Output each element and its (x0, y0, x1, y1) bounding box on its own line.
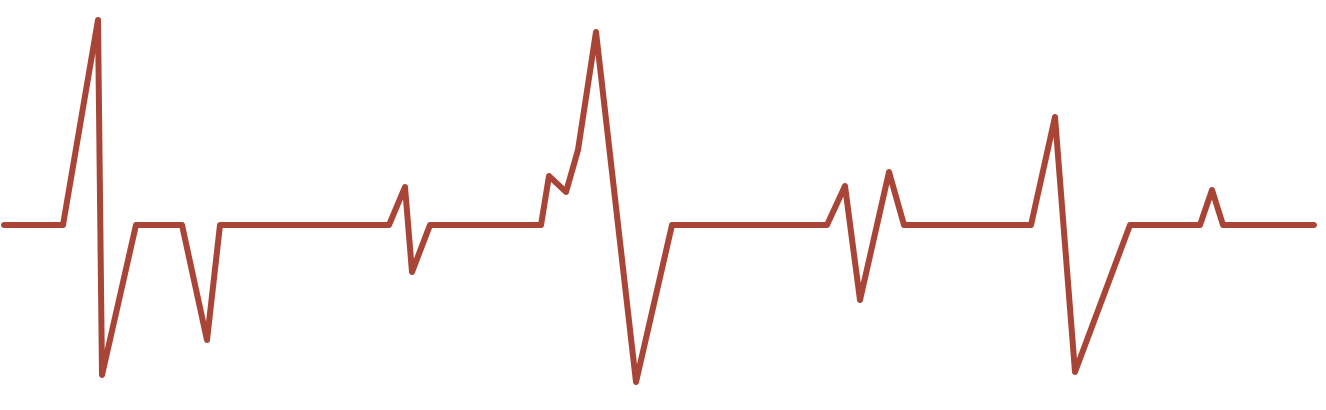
waveform-line (1, 17, 1317, 385)
